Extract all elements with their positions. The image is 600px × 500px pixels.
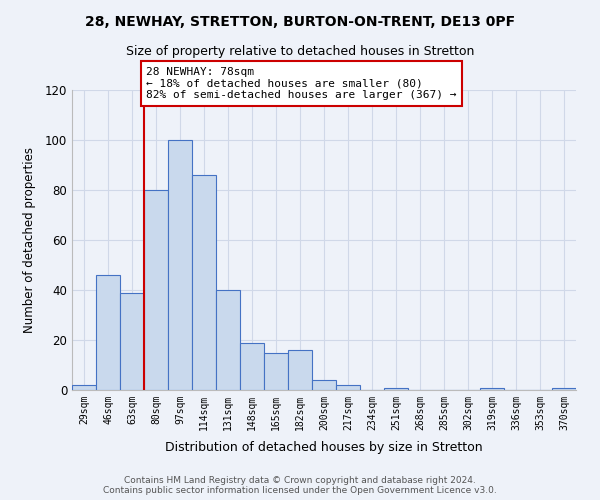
- Bar: [384, 388, 408, 390]
- Y-axis label: Number of detached properties: Number of detached properties: [23, 147, 37, 333]
- Bar: [96, 275, 120, 390]
- X-axis label: Distribution of detached houses by size in Stretton: Distribution of detached houses by size …: [165, 441, 483, 454]
- Bar: [288, 350, 312, 390]
- Bar: [120, 292, 144, 390]
- Bar: [144, 190, 168, 390]
- Text: 28 NEWHAY: 78sqm
← 18% of detached houses are smaller (80)
82% of semi-detached : 28 NEWHAY: 78sqm ← 18% of detached house…: [146, 67, 457, 100]
- Bar: [216, 290, 240, 390]
- Text: Contains HM Land Registry data © Crown copyright and database right 2024.
Contai: Contains HM Land Registry data © Crown c…: [103, 476, 497, 495]
- Bar: [264, 352, 288, 390]
- Bar: [552, 388, 576, 390]
- Text: 28, NEWHAY, STRETTON, BURTON-ON-TRENT, DE13 0PF: 28, NEWHAY, STRETTON, BURTON-ON-TRENT, D…: [85, 15, 515, 29]
- Bar: [168, 140, 192, 390]
- Bar: [336, 385, 360, 390]
- Text: Size of property relative to detached houses in Stretton: Size of property relative to detached ho…: [126, 45, 474, 58]
- Bar: [240, 342, 264, 390]
- Bar: [312, 380, 336, 390]
- Bar: [192, 175, 216, 390]
- Bar: [72, 385, 96, 390]
- Bar: [480, 388, 504, 390]
